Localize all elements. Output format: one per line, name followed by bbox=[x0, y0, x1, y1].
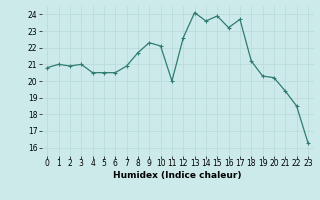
X-axis label: Humidex (Indice chaleur): Humidex (Indice chaleur) bbox=[113, 171, 242, 180]
